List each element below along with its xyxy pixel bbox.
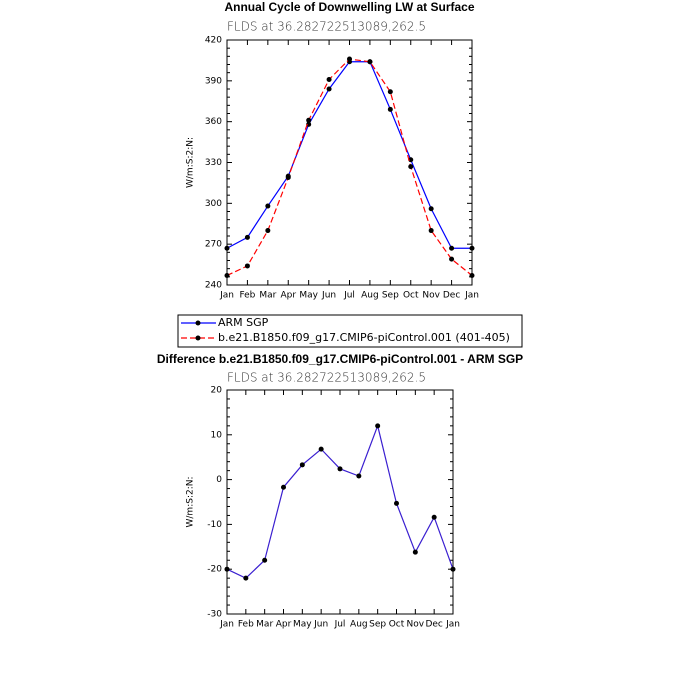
data-point — [326, 86, 332, 92]
x-tick-label: Dec — [443, 291, 460, 301]
data-point — [224, 245, 230, 251]
x-tick-label: Sep — [382, 291, 399, 301]
data-point — [285, 174, 291, 180]
x-tick-label: Nov — [422, 291, 440, 301]
data-point — [306, 121, 312, 127]
data-point — [449, 256, 455, 262]
x-tick-label: Mar — [256, 620, 273, 630]
data-point — [367, 59, 373, 65]
series-line — [226, 58, 473, 277]
data-point — [408, 164, 414, 170]
y-axis-label: W/m:S:2:N: — [186, 137, 196, 188]
chart-title: Annual Cycle of Downwelling LW at Surfac… — [224, 0, 474, 14]
y-tick-label: 360 — [205, 117, 222, 127]
x-tick-label: Feb — [238, 620, 254, 630]
x-tick-label: Jan — [219, 291, 234, 301]
legend-marker — [195, 335, 201, 341]
y-tick-label: 0 — [216, 475, 222, 485]
data-point — [375, 423, 381, 429]
plot-frame — [226, 389, 454, 615]
data-point — [428, 206, 434, 212]
data-point — [412, 549, 418, 555]
y-tick-label: 10 — [211, 430, 223, 440]
series-line — [226, 61, 472, 249]
data-point — [408, 157, 414, 163]
data-point — [431, 514, 437, 520]
data-point — [450, 566, 456, 572]
data-point — [244, 234, 250, 240]
y-tick-label: 240 — [205, 281, 222, 291]
data-point — [265, 228, 271, 234]
legend-box — [177, 314, 523, 348]
plot-frame — [226, 39, 473, 286]
x-tick-label: Feb — [239, 291, 255, 301]
data-point — [428, 228, 434, 234]
chart-subtitle: FLDS at 36.282722513089,262.5 — [227, 20, 426, 34]
data-point — [326, 76, 332, 82]
data-point — [356, 473, 362, 479]
x-tick-label: Jan — [464, 291, 479, 301]
x-tick-label: Apr — [280, 291, 296, 301]
data-point — [224, 272, 230, 278]
y-tick-label: -30 — [207, 610, 222, 620]
data-point — [387, 89, 393, 95]
data-point — [281, 484, 286, 490]
y-tick-label: 20 — [211, 386, 223, 396]
x-tick-label: Apr — [276, 620, 292, 630]
legend-label: b.e21.B1850.f09_g17.CMIP6-piControl.001 … — [218, 331, 510, 344]
data-point — [299, 462, 305, 468]
data-point — [347, 56, 352, 62]
y-tick-label: 390 — [205, 76, 222, 86]
x-tick-label: May — [293, 620, 312, 630]
x-tick-label: Oct — [389, 620, 405, 630]
data-point — [224, 566, 230, 572]
x-tick-label: Dec — [425, 620, 442, 630]
x-tick-label: Jun — [321, 291, 336, 301]
data-point — [318, 446, 324, 452]
y-tick-label: -20 — [207, 565, 222, 575]
series-line — [226, 423, 454, 579]
y-tick-label: 420 — [205, 36, 222, 46]
x-tick-label: May — [299, 291, 318, 301]
x-tick-label: Oct — [403, 291, 419, 301]
x-tick-label: Jul — [343, 291, 355, 301]
x-tick-label: Jan — [219, 620, 234, 630]
data-point — [337, 466, 343, 472]
data-point — [394, 500, 399, 506]
chart-subtitle: FLDS at 36.282722513089,262.5 — [227, 371, 426, 385]
data-point — [449, 245, 455, 251]
legend-marker — [195, 320, 201, 326]
data-point — [306, 117, 312, 123]
x-tick-label: Sep — [369, 620, 386, 630]
data-point — [243, 575, 249, 581]
y-tick-label: 300 — [205, 199, 222, 209]
x-tick-label: Jul — [334, 620, 346, 630]
chart-title: Difference b.e21.B1850.f09_g17.CMIP6-piC… — [157, 352, 523, 366]
x-tick-label: Jan — [445, 620, 460, 630]
x-tick-label: Mar — [259, 291, 276, 301]
y-tick-label: -10 — [207, 520, 222, 530]
x-tick-label: Aug — [350, 620, 368, 630]
data-point — [265, 203, 271, 209]
x-tick-label: Aug — [361, 291, 379, 301]
data-point — [469, 272, 475, 278]
data-point — [469, 245, 475, 251]
legend-label: ARM SGP — [218, 316, 269, 329]
data-point — [244, 263, 250, 269]
y-tick-label: 330 — [205, 158, 222, 168]
y-axis-label: W/m:S:2:N: — [186, 477, 196, 528]
x-tick-label: Nov — [407, 620, 425, 630]
data-point — [387, 106, 393, 112]
x-tick-label: Jun — [313, 620, 328, 630]
data-point — [262, 557, 268, 563]
y-tick-label: 270 — [205, 240, 222, 250]
